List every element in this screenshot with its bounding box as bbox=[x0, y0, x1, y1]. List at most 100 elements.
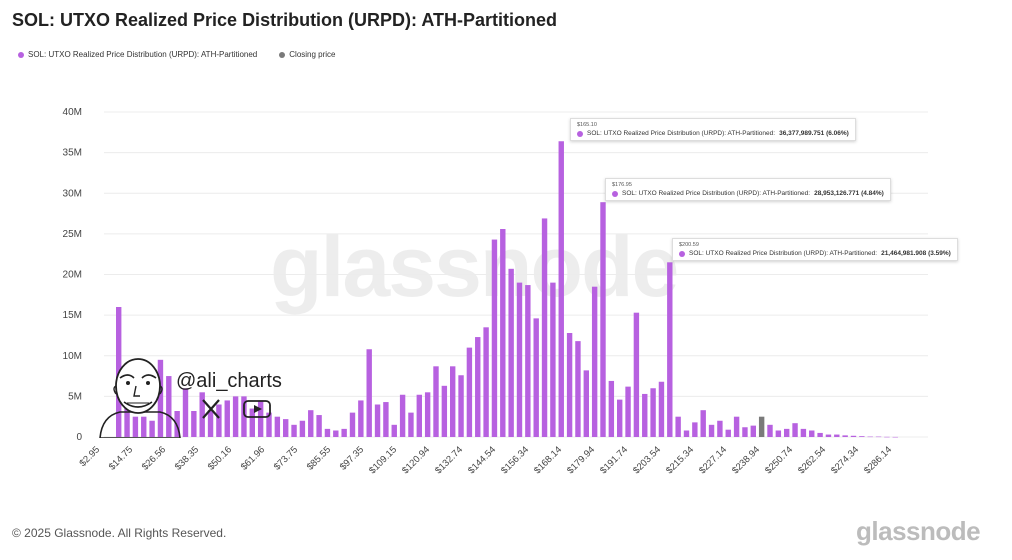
legend-item-series[interactable]: SOL: UTXO Realized Price Distribution (U… bbox=[18, 50, 257, 59]
x-tick-label: $50.16 bbox=[206, 444, 234, 472]
bar bbox=[591, 286, 598, 437]
bar bbox=[750, 425, 756, 437]
bar bbox=[341, 428, 347, 437]
bar bbox=[608, 380, 615, 437]
bar bbox=[884, 436, 890, 438]
bar bbox=[675, 416, 681, 437]
bar bbox=[733, 416, 740, 437]
x-tick-label: $262.54 bbox=[796, 444, 828, 476]
bar bbox=[441, 385, 448, 437]
bar bbox=[408, 412, 414, 437]
y-tick-label: 35M bbox=[63, 148, 82, 159]
bar bbox=[424, 392, 431, 437]
bar bbox=[383, 402, 389, 437]
play-icon[interactable] bbox=[242, 398, 272, 420]
x-tick-label: $227.14 bbox=[697, 444, 729, 476]
legend: SOL: UTXO Realized Price Distribution (U… bbox=[18, 50, 336, 59]
x-tick-label: $168.14 bbox=[532, 444, 564, 476]
x-tick-label: $203.54 bbox=[631, 444, 663, 476]
x-tick-label: $109.15 bbox=[367, 444, 399, 476]
callout-dot bbox=[612, 190, 618, 197]
chart-title: SOL: UTXO Realized Price Distribution (U… bbox=[12, 10, 558, 30]
x-tick-label: $120.94 bbox=[400, 444, 432, 476]
y-tick-label: 30M bbox=[63, 188, 82, 199]
x-tick-label: $238.94 bbox=[730, 444, 762, 476]
x-tick-label: $14.75 bbox=[107, 444, 135, 472]
bar bbox=[775, 430, 782, 437]
y-tick-label: 5M bbox=[68, 391, 82, 402]
bar bbox=[491, 239, 498, 437]
bar bbox=[658, 381, 665, 437]
bar bbox=[583, 370, 589, 437]
bar bbox=[717, 420, 723, 437]
callout-price: $165.10 bbox=[577, 122, 597, 128]
bar bbox=[157, 359, 164, 437]
callout-dot bbox=[679, 250, 685, 257]
callout-price: $176.95 bbox=[612, 182, 632, 188]
callout-dot bbox=[577, 130, 583, 137]
bar bbox=[500, 229, 506, 437]
bar bbox=[450, 366, 456, 437]
bar bbox=[399, 394, 406, 437]
x-logo-icon[interactable] bbox=[200, 398, 222, 420]
bar bbox=[875, 436, 882, 438]
bar bbox=[182, 388, 189, 437]
author-handle: @ali_charts bbox=[176, 370, 282, 392]
bar bbox=[216, 404, 222, 437]
bar bbox=[174, 411, 180, 437]
y-tick-label: 20M bbox=[63, 270, 82, 281]
bar bbox=[141, 416, 147, 437]
bar bbox=[600, 202, 606, 437]
bar bbox=[333, 430, 339, 437]
callout-label: SOL: UTXO Realized Price Distribution (U… bbox=[622, 190, 811, 197]
bar bbox=[642, 393, 648, 437]
bar bbox=[132, 416, 139, 437]
x-tick-label: $144.54 bbox=[466, 444, 498, 476]
bar bbox=[700, 410, 706, 437]
bar bbox=[784, 428, 790, 437]
legend-item-closing[interactable]: Closing price bbox=[279, 50, 336, 59]
bar bbox=[483, 327, 489, 437]
callout-price: $200.59 bbox=[679, 242, 699, 248]
bar bbox=[541, 218, 548, 437]
avatar-icon bbox=[99, 358, 181, 438]
bar bbox=[149, 420, 155, 437]
bar bbox=[274, 416, 281, 437]
callout-value: 28,953,126.771 (4.84%) bbox=[814, 190, 884, 197]
bar bbox=[650, 388, 656, 437]
bar bbox=[299, 420, 306, 437]
x-tick-label: $85.55 bbox=[305, 444, 333, 472]
bar bbox=[708, 424, 715, 437]
bar bbox=[366, 349, 372, 437]
bar bbox=[625, 386, 631, 437]
tooltip-callout-165: $165.10 SOL: UTXO Realized Price Distrib… bbox=[570, 118, 856, 141]
x-tick-label: $191.74 bbox=[598, 444, 630, 476]
glassnode-logo: glassnode bbox=[856, 516, 981, 546]
bar bbox=[742, 427, 748, 437]
bar bbox=[809, 430, 815, 437]
legend-closing-dot bbox=[279, 51, 286, 58]
x-tick-label: $73.75 bbox=[272, 444, 300, 472]
bar bbox=[867, 436, 873, 438]
bar bbox=[257, 400, 264, 437]
bar bbox=[516, 282, 523, 437]
bar bbox=[692, 422, 698, 437]
bar-chart: 0 5M 10M 15M 20M 25M 30M 35M 40M $2.95 $14.75 $26.5… bbox=[63, 107, 928, 476]
bar bbox=[550, 282, 556, 437]
bar bbox=[800, 428, 807, 437]
legend-closing-label: Closing price bbox=[289, 50, 336, 59]
bar bbox=[249, 408, 255, 437]
bar bbox=[575, 341, 581, 437]
bar bbox=[349, 412, 356, 437]
x-tick-label: $156.34 bbox=[499, 444, 531, 476]
bar bbox=[266, 412, 272, 437]
bar bbox=[358, 400, 364, 437]
bar bbox=[683, 430, 690, 437]
bar bbox=[283, 419, 289, 437]
x-tick-label: $38.35 bbox=[173, 444, 201, 472]
bar bbox=[667, 262, 673, 437]
bar bbox=[533, 318, 539, 437]
x-tick-label: $179.94 bbox=[565, 444, 597, 476]
bar bbox=[834, 434, 840, 437]
callout-label: SOL: UTXO Realized Price Distribution (U… bbox=[587, 130, 776, 137]
